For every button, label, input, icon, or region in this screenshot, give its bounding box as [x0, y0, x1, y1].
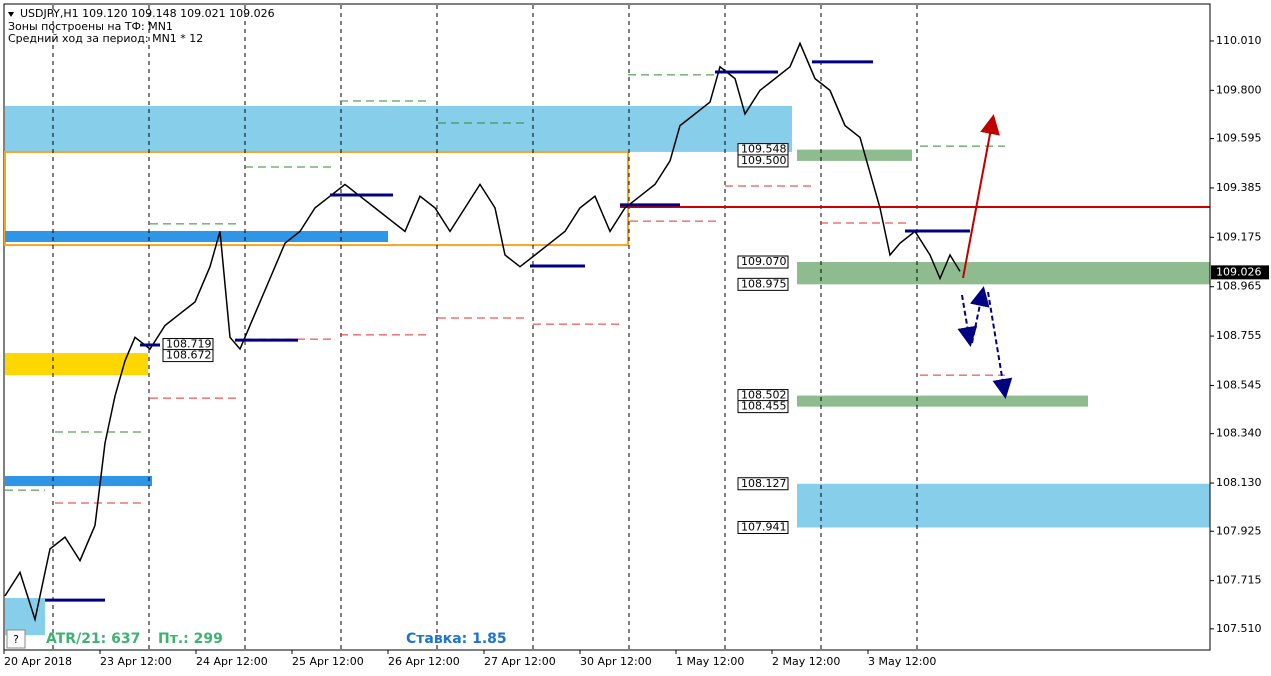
price-label-box	[737, 520, 789, 534]
y-tick-label: 107.925	[1216, 524, 1262, 537]
zone	[5, 105, 792, 152]
y-tick-label: 107.510	[1216, 622, 1262, 635]
y-tick-label: 108.965	[1216, 280, 1262, 293]
plot-frame	[3, 3, 1211, 651]
x-tick-label: 27 Apr 12:00	[484, 655, 556, 668]
x-tick-label: 25 Apr 12:00	[292, 655, 364, 668]
menu-icon[interactable]	[8, 12, 14, 17]
price-label: 108.455	[741, 400, 787, 413]
price-label-box	[162, 349, 214, 363]
y-tick-label: 108.755	[1216, 329, 1262, 342]
price-label: 108.719	[166, 338, 212, 351]
down-arrow	[987, 291, 1013, 399]
price-label-box	[737, 255, 789, 269]
x-tick-label: 26 Apr 12:00	[388, 655, 460, 668]
price-label: 108.672	[166, 349, 212, 362]
price-label-box	[737, 277, 789, 291]
y-tick-label: 109.595	[1216, 132, 1262, 145]
y-tick-label: 108.130	[1216, 476, 1262, 489]
price-label: 109.070	[741, 255, 787, 268]
price-label-box	[737, 154, 789, 168]
last-price-box	[1211, 265, 1269, 280]
zone	[797, 483, 1210, 528]
y-tick-label: 110.010	[1216, 34, 1262, 47]
zone	[797, 149, 912, 161]
zone	[5, 353, 148, 376]
price-label: 107.941	[741, 520, 787, 533]
price-label: 109.548	[741, 143, 787, 156]
x-tick-label: 1 May 12:00	[676, 655, 744, 668]
y-tick-label: 108.340	[1216, 427, 1262, 440]
zone	[5, 230, 388, 243]
y-tick-label: 109.800	[1216, 83, 1262, 96]
x-tick-label: 23 Apr 12:00	[100, 655, 172, 668]
x-tick-label: 3 May 12:00	[868, 655, 936, 668]
last-price: 109.026	[1216, 265, 1262, 278]
subtitle: Зоны построены на ТФ: MN1	[8, 20, 173, 33]
zone	[797, 262, 1210, 285]
y-tick-label: 108.545	[1216, 378, 1262, 391]
help-button[interactable]	[6, 629, 26, 649]
rate: Ставка: 1.85	[406, 631, 507, 647]
y-tick-label: 109.385	[1216, 181, 1262, 194]
x-tick-label: 20 Apr 2018	[4, 655, 72, 668]
x-tick-label: 2 May 12:00	[772, 655, 840, 668]
zone	[5, 475, 152, 487]
zone	[797, 395, 1088, 407]
subtitle: Средний ход за период: MN1 * 12	[8, 32, 203, 45]
atr: ATR/21: 637	[46, 631, 140, 647]
down-arrow	[957, 294, 978, 347]
zone	[4, 150, 629, 247]
y-tick-label: 109.175	[1216, 230, 1262, 243]
price-label: 108.127	[741, 477, 787, 490]
price-label-box	[737, 477, 789, 491]
up-arrow-small	[969, 286, 990, 344]
price-label: 109.500	[741, 154, 787, 167]
price-line	[4, 41, 961, 623]
help-text[interactable]: ?	[13, 633, 19, 646]
up-arrow	[962, 114, 1000, 279]
price-label-box	[737, 400, 789, 414]
x-tick-label: 30 Apr 12:00	[580, 655, 652, 668]
pt: Пт.: 299	[158, 631, 223, 647]
price-label: 108.502	[741, 389, 787, 402]
price-label: 108.975	[741, 277, 787, 290]
y-tick-label: 107.715	[1216, 574, 1262, 587]
header: USDJPY,H1 109.120 109.148 109.021 109.02…	[20, 7, 275, 20]
x-tick-label: 24 Apr 12:00	[196, 655, 268, 668]
